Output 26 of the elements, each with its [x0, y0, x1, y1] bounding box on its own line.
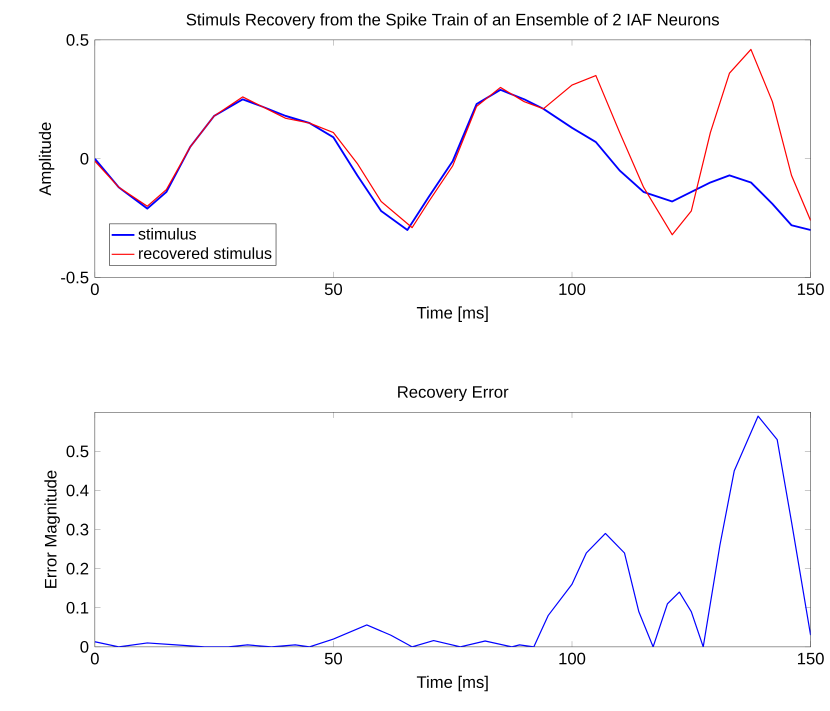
y-axis-title: Error Magnitude — [44, 470, 60, 588]
chart-title: Recovery Error — [398, 386, 508, 402]
legend-label: stimulus — [138, 228, 196, 240]
x-tick-label: 0 — [90, 652, 99, 665]
legend-label: recovered stimulus — [139, 247, 272, 260]
y-tick-label: -0.5 — [61, 272, 88, 284]
x-tick-label: 100 — [559, 652, 586, 665]
y-tick-label: 0.4 — [66, 484, 89, 496]
x-tick-label: 150 — [798, 652, 824, 665]
x-tick-label: 150 — [798, 283, 824, 296]
x-axis-title: Time [ms] — [416, 306, 488, 322]
y-tick-label: 0.5 — [66, 446, 88, 458]
x-tick-label: 50 — [324, 283, 342, 296]
y-tick-label: 0.5 — [66, 34, 88, 46]
y-tick-label: 0 — [80, 152, 88, 165]
y-tick-label: 0.3 — [66, 524, 88, 536]
x-tick-label: 0 — [90, 283, 99, 296]
y-axis-title: Amplitude — [38, 122, 54, 196]
y-tick-label: 0.1 — [66, 602, 88, 614]
line-series — [94, 416, 811, 647]
y-tick-label: 0.2 — [66, 562, 88, 575]
chart-title: Stimuls Recovery from the Spike Train of an Ensemble of 2 IAF Neurons — [186, 13, 719, 29]
y-tick-label: 0 — [80, 641, 88, 653]
x-axis-title: Time [ms] — [416, 676, 488, 692]
x-tick-label: 50 — [324, 652, 342, 665]
x-tick-label: 100 — [559, 283, 586, 296]
